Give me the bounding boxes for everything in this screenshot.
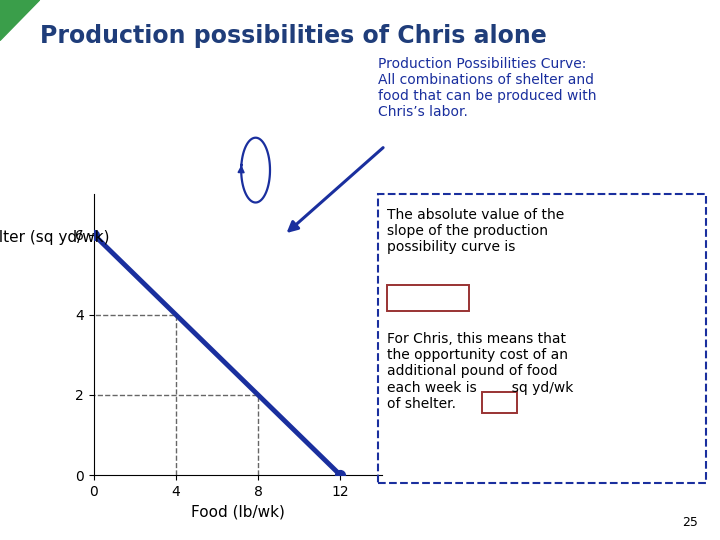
Text: The absolute value of the
slope of the production
possibility curve is: The absolute value of the slope of the p… [387, 208, 564, 254]
Point [88, 230, 99, 239]
Text: Production Possibilities Curve:
All combinations of shelter and
food that can be: Production Possibilities Curve: All comb… [378, 57, 596, 119]
Text: For Chris, this means that
the opportunity cost of an
additional pound of food
e: For Chris, this means that the opportuni… [387, 332, 573, 411]
Text: 25: 25 [683, 516, 698, 529]
Point [335, 471, 346, 480]
Text: Production possibilities of Chris alone: Production possibilities of Chris alone [40, 24, 546, 48]
X-axis label: Food (lb/wk): Food (lb/wk) [191, 504, 284, 519]
Text: Shelter (sq yd/wk): Shelter (sq yd/wk) [0, 230, 109, 245]
